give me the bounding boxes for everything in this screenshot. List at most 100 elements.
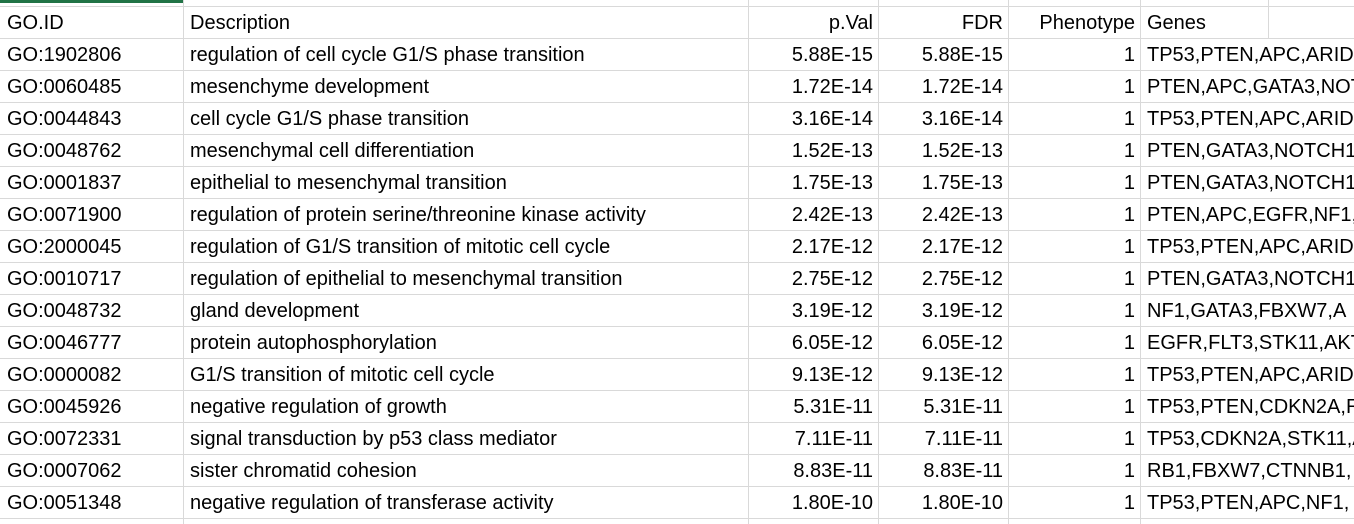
table-cell: PTEN,GATA3,NOTCH1	[1147, 268, 1354, 290]
table-cell: GO:0060485	[7, 76, 122, 98]
table-cell: 3.19E-12	[921, 300, 1003, 322]
table-cell: protein autophosphorylation	[190, 332, 437, 354]
row-gridline	[0, 326, 1354, 327]
table-cell: PTEN,APC,GATA3,NOT	[1147, 76, 1354, 98]
table-cell: 1	[1123, 332, 1135, 354]
table-cell: 1	[1123, 108, 1135, 130]
row-gridline	[0, 262, 1354, 263]
table-cell: 3.19E-12	[791, 300, 873, 322]
table-cell: GO:0000082	[7, 364, 122, 386]
table-cell: negative regulation of transferase activ…	[190, 492, 554, 514]
table-cell: 7.11E-11	[794, 428, 873, 450]
table-cell: epithelial to mesenchymal transition	[190, 172, 507, 194]
header-cell: Phenotype	[1039, 12, 1135, 34]
table-cell: RB1,FBXW7,CTNNB1,	[1147, 460, 1352, 482]
table-cell: regulation of G1/S transition of mitotic…	[190, 236, 611, 258]
row-gridline	[0, 294, 1354, 295]
table-cell: PTEN,GATA3,NOTCH1	[1147, 140, 1354, 162]
table-cell: 5.88E-15	[921, 44, 1003, 66]
table-cell: regulation of protein serine/threonine k…	[190, 204, 646, 226]
table-cell: GO:0051348	[7, 492, 122, 514]
row-gridline	[0, 390, 1354, 391]
table-cell: PTEN,APC,EGFR,NF1,	[1147, 204, 1354, 226]
table-cell: 1.72E-14	[921, 76, 1003, 98]
table-cell: GO:0045926	[7, 396, 122, 418]
table-cell: 8.83E-11	[793, 460, 873, 482]
table-cell: 3.16E-14	[921, 108, 1003, 130]
table-cell: PTEN,GATA3,NOTCH1	[1147, 172, 1354, 194]
table-cell: GO:0072331	[7, 428, 122, 450]
table-cell: TP53,PTEN,CDKN2A,R	[1147, 396, 1354, 418]
table-cell: GO:0010717	[7, 268, 122, 290]
table-cell: TP53,PTEN,APC,ARID1	[1147, 108, 1354, 130]
table-cell: 2.42E-13	[921, 204, 1003, 226]
header-cell: GO.ID	[7, 12, 64, 34]
column-gridline	[1268, 0, 1269, 38]
table-cell: 3.16E-14	[791, 108, 873, 130]
table-cell: 1.52E-13	[791, 140, 873, 162]
table-cell: GO:1902806	[7, 44, 122, 66]
table-cell: 2.75E-12	[921, 268, 1003, 290]
table-cell: 1	[1123, 428, 1135, 450]
table-cell: 5.31E-11	[793, 396, 873, 418]
table-cell: GO:2000045	[7, 236, 122, 258]
table-cell: 1.80E-10	[921, 492, 1003, 514]
row-gridline	[0, 198, 1354, 199]
row-gridline	[0, 358, 1354, 359]
table-cell: regulation of epithelial to mesenchymal …	[190, 268, 623, 290]
header-cell: FDR	[961, 12, 1003, 34]
table-cell: GO:0048762	[7, 140, 122, 162]
table-cell: NF1,GATA3,FBXW7,A	[1147, 300, 1347, 322]
table-cell: GO:0071900	[7, 204, 122, 226]
table-cell: mesenchymal cell differentiation	[190, 140, 475, 162]
table-cell: 1.75E-13	[921, 172, 1003, 194]
table-cell: mesenchyme development	[190, 76, 430, 98]
row-gridline	[0, 70, 1354, 71]
row-gridline	[0, 486, 1354, 487]
table-cell: 1	[1123, 268, 1135, 290]
table-cell: 1	[1123, 140, 1135, 162]
table-cell: 1	[1123, 460, 1135, 482]
row-gridline	[0, 422, 1354, 423]
table-cell: 1	[1123, 364, 1135, 386]
row-gridline	[0, 166, 1354, 167]
table-cell: negative regulation of growth	[190, 396, 447, 418]
table-cell: 1.80E-10	[791, 492, 873, 514]
column-gridline	[748, 0, 749, 524]
table-cell: 1	[1123, 204, 1135, 226]
header-cell: Description	[190, 12, 291, 34]
table-cell: 8.83E-11	[923, 460, 1003, 482]
table-cell: GO:0044843	[7, 108, 122, 130]
row-gridline	[0, 518, 1354, 519]
table-cell: 2.42E-13	[791, 204, 873, 226]
table-cell: 5.31E-11	[923, 396, 1003, 418]
table-cell: 1	[1123, 300, 1135, 322]
active-cell-indicator	[0, 0, 183, 3]
table-cell: 1	[1123, 492, 1135, 514]
table-cell: sister chromatid cohesion	[190, 460, 417, 482]
row-gridline	[0, 454, 1354, 455]
table-cell: 1.72E-14	[791, 76, 873, 98]
table-cell: 6.05E-12	[791, 332, 873, 354]
table-cell: 1	[1123, 44, 1135, 66]
table-cell: GO:0007062	[7, 460, 122, 482]
table-cell: signal transduction by p53 class mediato…	[190, 428, 557, 450]
table-cell: GO:0001837	[7, 172, 122, 194]
table-cell: 7.11E-11	[924, 428, 1003, 450]
table-cell: 2.17E-12	[921, 236, 1003, 258]
table-cell: 1.52E-13	[921, 140, 1003, 162]
row-gridline	[0, 230, 1354, 231]
table-cell: 1	[1123, 236, 1135, 258]
table-cell: gland development	[190, 300, 360, 322]
header-cell: Genes	[1147, 12, 1206, 34]
table-cell: GO:0046777	[7, 332, 122, 354]
table-cell: 1.75E-13	[791, 172, 873, 194]
table-cell: 6.05E-12	[921, 332, 1003, 354]
table-cell: EGFR,FLT3,STK11,AKT	[1147, 332, 1354, 354]
table-cell: TP53,PTEN,APC,ARID1	[1147, 44, 1354, 66]
table-cell: 1	[1123, 76, 1135, 98]
column-gridline	[1140, 0, 1141, 524]
row-gridline	[0, 6, 1354, 7]
row-gridline	[0, 134, 1354, 135]
table-cell: TP53,PTEN,APC,NF1,	[1147, 492, 1350, 514]
